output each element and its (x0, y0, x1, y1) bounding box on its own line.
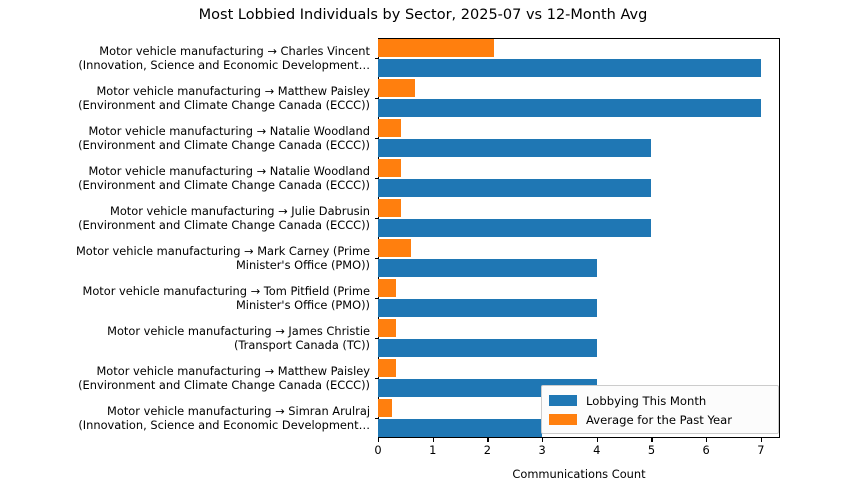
y-tick-label: Motor vehicle manufacturing → Mark Carne… (4, 244, 370, 273)
y-tick-label-line: (Environment and Climate Change Canada (… (78, 218, 370, 232)
y-tick-label: Motor vehicle manufacturing → Matthew Pa… (4, 84, 370, 113)
x-tick-label: 0 (374, 443, 382, 457)
bar-average-past-year (378, 359, 397, 377)
y-tick-label-line: Motor vehicle manufacturing → Julie Dabr… (110, 203, 370, 218)
bar-average-past-year (378, 159, 401, 177)
axis-spine-bottom (378, 437, 780, 439)
y-tick-label: Motor vehicle manufacturing → Tom Pitfie… (4, 284, 370, 313)
y-tick-label-line: Motor vehicle manufacturing → Matthew Pa… (96, 363, 370, 378)
y-tick-mark (374, 218, 378, 220)
y-tick-mark (374, 58, 378, 60)
legend-item: Average for the Past Year (549, 410, 771, 429)
y-tick-label-line: (Environment and Climate Change Canada (… (78, 178, 370, 192)
bar-lobbying-this-month (378, 419, 543, 437)
bar-average-past-year (378, 279, 397, 297)
legend-label-series-1: Lobbying This Month (586, 393, 707, 408)
y-tick-mark (374, 138, 378, 140)
bar-lobbying-this-month (378, 339, 597, 357)
bar-average-past-year (378, 239, 411, 257)
x-tick-mark (487, 438, 489, 442)
plot-area (378, 38, 780, 438)
x-tick-label: 1 (429, 443, 437, 457)
y-tick-label-line: (Transport Canada (TC)) (233, 338, 370, 352)
y-tick-label: Motor vehicle manufacturing → Julie Dabr… (4, 204, 370, 233)
y-tick-mark (374, 178, 378, 180)
y-tick-label-line: (Environment and Climate Change Canada (… (78, 378, 370, 392)
y-tick-label: Motor vehicle manufacturing → Simran Aru… (4, 404, 370, 433)
x-tick-label: 2 (483, 443, 491, 457)
axis-spine-left (378, 38, 380, 438)
y-tick-mark (374, 258, 378, 260)
bar-lobbying-this-month (378, 179, 652, 197)
y-tick-label: Motor vehicle manufacturing → Matthew Pa… (4, 364, 370, 393)
legend-label-series-2: Average for the Past Year (586, 412, 733, 427)
y-tick-mark (374, 378, 378, 380)
axis-spine-right (779, 38, 781, 438)
bar-lobbying-this-month (378, 259, 597, 277)
chart-title: Most Lobbied Individuals by Sector, 2025… (198, 7, 648, 23)
y-tick-label-line: Motor vehicle manufacturing → Matthew Pa… (96, 83, 370, 98)
legend-swatch-series-2 (549, 414, 577, 425)
y-tick-label-line: (Innovation, Science and Economic Develo… (78, 58, 370, 72)
y-tick-label-line: Motor vehicle manufacturing → James Chri… (107, 323, 370, 338)
x-tick-mark (542, 438, 544, 442)
bar-lobbying-this-month (378, 99, 761, 117)
x-tick-mark (760, 438, 763, 442)
y-tick-label-line: (Environment and Climate Change Canada (… (78, 138, 370, 152)
x-tick-mark (378, 438, 380, 442)
x-tick-mark (432, 438, 434, 442)
y-tick-label-line: (Environment and Climate Change Canada (… (78, 98, 370, 112)
x-tick-label: 6 (702, 443, 710, 457)
y-tick-label-line: Motor vehicle manufacturing → Charles Vi… (99, 43, 370, 58)
y-tick-label-line: Motor vehicle manufacturing → Simran Aru… (107, 403, 370, 418)
y-tick-label-line: Motor vehicle manufacturing → Natalie Wo… (88, 123, 370, 138)
y-tick-label-line: Minister's Office (PMO)) (235, 258, 370, 272)
y-tick-label-line: Minister's Office (PMO)) (235, 298, 370, 312)
x-tick-label: 4 (593, 443, 601, 457)
y-tick-label-line: (Innovation, Science and Economic Develo… (78, 418, 370, 432)
bar-lobbying-this-month (378, 59, 761, 77)
y-tick-mark (374, 418, 378, 420)
x-tick-label: 5 (647, 443, 656, 457)
y-tick-mark (374, 298, 378, 300)
y-tick-label: Motor vehicle manufacturing → Natalie Wo… (4, 124, 370, 153)
legend-swatch-series-1 (549, 395, 577, 406)
bar-average-past-year (378, 319, 397, 337)
y-tick-label: Motor vehicle manufacturing → Natalie Wo… (4, 164, 370, 193)
bar-average-past-year (378, 399, 392, 417)
x-tick-label: 3 (538, 443, 546, 457)
bar-lobbying-this-month (378, 299, 597, 317)
bar-average-past-year (378, 79, 416, 97)
x-tick-mark (651, 438, 653, 442)
y-tick-label-line: Motor vehicle manufacturing → Tom Pitfie… (82, 283, 370, 298)
x-tick-mark (596, 438, 599, 442)
y-tick-label: Motor vehicle manufacturing → James Chri… (4, 324, 370, 353)
bar-average-past-year (378, 119, 401, 137)
bar-average-past-year (378, 39, 494, 57)
y-tick-mark (374, 338, 378, 340)
y-tick-label-line: Motor vehicle manufacturing → Mark Carne… (75, 243, 370, 258)
x-tick-label: 7 (757, 443, 765, 457)
legend-item: Lobbying This Month (549, 391, 771, 410)
y-tick-mark (374, 98, 378, 100)
axis-spine-top (378, 38, 780, 40)
x-axis-title: Communications Count (512, 467, 646, 481)
bar-lobbying-this-month (378, 219, 652, 237)
x-tick-mark (706, 438, 708, 442)
bar-average-past-year (378, 199, 401, 217)
y-tick-label-line: Motor vehicle manufacturing → Natalie Wo… (88, 163, 370, 178)
bar-lobbying-this-month (378, 139, 652, 157)
y-tick-label: Motor vehicle manufacturing → Charles Vi… (4, 44, 370, 73)
chart-legend[interactable]: Lobbying This Month Average for the Past… (541, 385, 779, 434)
